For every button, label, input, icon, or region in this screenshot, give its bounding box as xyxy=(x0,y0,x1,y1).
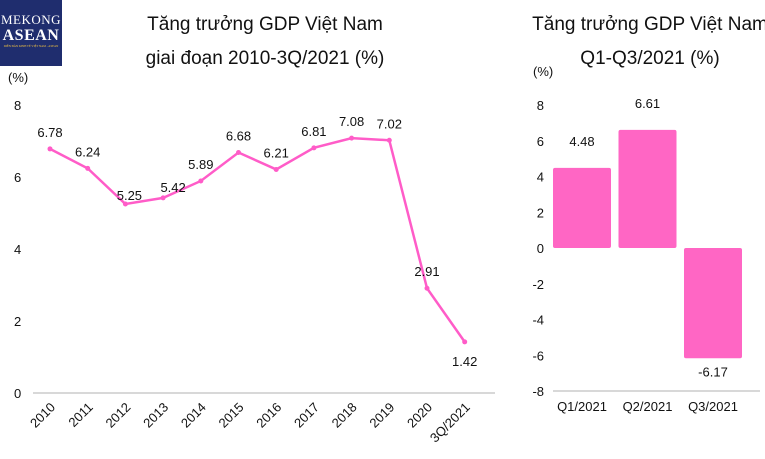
y-tick-label: 8 xyxy=(14,98,21,113)
x-tick-label: 2017 xyxy=(291,400,322,431)
y-tick-label: 6 xyxy=(14,170,21,185)
data-label: 6.24 xyxy=(75,144,100,159)
data-label: 5.42 xyxy=(160,180,185,195)
bar xyxy=(618,129,677,248)
data-point xyxy=(236,150,241,156)
y-tick-label: -4 xyxy=(532,313,544,328)
data-point xyxy=(198,178,204,184)
x-tick-label: 2018 xyxy=(329,400,360,431)
line-chart-ylabel: (%) xyxy=(8,70,28,85)
y-tick-label: -8 xyxy=(532,384,544,399)
data-point xyxy=(273,166,279,172)
y-tick-label: 4 xyxy=(537,170,544,185)
data-label: 4.48 xyxy=(569,134,594,149)
bar-chart-subtitle: Q1-Q3/2021 (%) xyxy=(580,48,719,69)
x-tick-label: 2015 xyxy=(216,400,247,431)
logo-line1: MEKONG xyxy=(0,12,62,27)
data-label: -6.17 xyxy=(698,364,728,379)
bar xyxy=(684,248,742,359)
bar-chart-title: Tăng trưởng GDP Việt Nam xyxy=(532,14,765,35)
y-tick-label: -2 xyxy=(532,277,544,292)
data-label: 6.21 xyxy=(264,145,289,160)
logo-line2: ASEAN xyxy=(2,27,60,44)
data-point xyxy=(462,339,468,345)
x-tick-label: Q3/2021 xyxy=(688,399,738,414)
x-tick-label: 2011 xyxy=(65,400,95,430)
line-chart-subtitle: giai đoạn 2010-3Q/2021 (%) xyxy=(146,48,385,69)
logo-line3: DIỄN ĐÀN KINH TẾ VIỆT NAM - ASEAN xyxy=(3,44,59,48)
data-label: 6.81 xyxy=(301,124,326,139)
x-tick-label: Q1/2021 xyxy=(557,399,607,414)
x-tick-label: 2012 xyxy=(102,400,133,431)
x-tick-label: 2014 xyxy=(178,400,209,431)
data-label: 6.61 xyxy=(635,96,660,111)
data-point xyxy=(85,165,91,171)
data-label: 5.25 xyxy=(117,188,142,203)
x-tick-label: 2010 xyxy=(27,400,58,431)
bar xyxy=(553,167,611,248)
mekong-asean-logo: MEKONG ASEAN DIỄN ĐÀN KINH TẾ VIỆT NAM -… xyxy=(0,0,62,66)
data-point xyxy=(160,195,166,201)
y-tick-label: 0 xyxy=(14,386,21,401)
data-point xyxy=(47,146,53,152)
y-tick-label: 6 xyxy=(537,134,544,149)
x-tick-label: 2013 xyxy=(140,400,171,431)
y-tick-label: 0 xyxy=(537,241,544,256)
data-point xyxy=(311,145,317,151)
data-label: 6.78 xyxy=(37,125,62,140)
y-tick-label: 2 xyxy=(537,205,544,220)
data-point xyxy=(349,135,355,141)
data-label: 7.02 xyxy=(377,116,402,131)
x-tick-label: 2020 xyxy=(404,400,435,431)
x-tick-label: Q2/2021 xyxy=(623,399,673,414)
bar-chart-ylabel: (%) xyxy=(533,64,553,79)
y-tick-label: 8 xyxy=(537,98,544,113)
data-label: 1.42 xyxy=(452,354,477,369)
y-tick-label: -6 xyxy=(532,348,544,363)
x-tick-label: 2019 xyxy=(366,400,397,431)
line-chart-title: Tăng trưởng GDP Việt Nam xyxy=(147,14,383,35)
data-point xyxy=(424,285,430,291)
x-tick-label: 2016 xyxy=(253,400,284,431)
x-tick-label: 3Q/2021 xyxy=(427,400,473,446)
data-point xyxy=(386,137,392,143)
data-label: 5.89 xyxy=(188,157,213,172)
y-tick-label: 4 xyxy=(14,242,21,257)
data-point xyxy=(122,201,128,207)
data-label: 2.91 xyxy=(414,264,439,279)
data-label: 6.68 xyxy=(226,129,251,144)
y-tick-label: 2 xyxy=(14,314,21,329)
gdp-line xyxy=(49,136,466,343)
data-label: 7.08 xyxy=(339,114,364,129)
